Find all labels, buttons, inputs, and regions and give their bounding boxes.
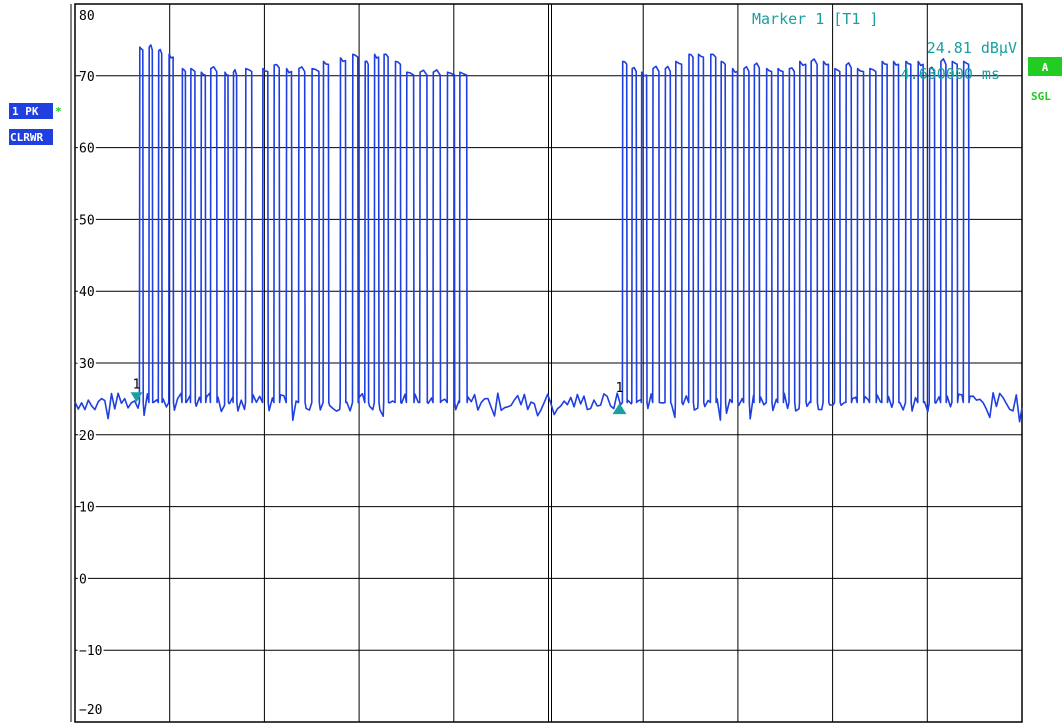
marker-triangle <box>130 392 143 403</box>
trace-mode-label: 1 PK <box>12 105 39 118</box>
trace-mode-badge-bg <box>9 103 53 119</box>
y-tick-label: 50 <box>79 213 95 228</box>
status-sgl-label: SGL <box>1031 90 1051 103</box>
trace-mode-badge: 1 PK * <box>9 103 62 119</box>
y-tick-label: −20 <box>79 703 102 718</box>
y-tick-label: 40 <box>79 285 95 300</box>
clear-write-badge: CLRWR <box>9 129 53 145</box>
marker-readout-level: 24.81 dBµV <box>927 39 1017 57</box>
y-tick-label: 30 <box>79 357 95 372</box>
trace-mode-star: * <box>55 105 62 118</box>
marker-readout: Marker 1 [T1 ] 24.81 dBµV 4.630000 ms <box>752 10 1017 83</box>
status-a-badge-bg <box>1028 57 1062 76</box>
y-tick-label: 10 <box>79 501 95 516</box>
marker-triangle <box>612 403 627 415</box>
marker: 1 <box>130 377 143 403</box>
y-tick-label: 0 <box>79 572 87 587</box>
marker: 1 <box>612 381 627 415</box>
marker-label: 1 <box>616 381 624 396</box>
y-tick-label: −10 <box>79 644 102 659</box>
chart-grid <box>70 3 1023 723</box>
status-a-badge: A <box>1028 57 1062 76</box>
y-tick-label: 70 <box>79 70 95 85</box>
status-a-label: A <box>1042 61 1049 74</box>
clear-write-badge-bg <box>9 129 53 145</box>
y-tick-label: 20 <box>79 429 95 444</box>
trace-line <box>74 44 1023 423</box>
clear-write-label: CLRWR <box>10 131 43 144</box>
marker-label: 1 <box>133 377 141 392</box>
marker-readout-title: Marker 1 [T1 ] <box>752 10 878 28</box>
y-tick-label: 80 <box>79 9 95 24</box>
y-tick-label: 60 <box>79 142 95 157</box>
marker-readout-time: 4.630000 ms <box>901 65 1000 83</box>
y-tick-labels: 80 70 60 50 40 30 20 10 0 −10 −20 <box>77 9 104 718</box>
